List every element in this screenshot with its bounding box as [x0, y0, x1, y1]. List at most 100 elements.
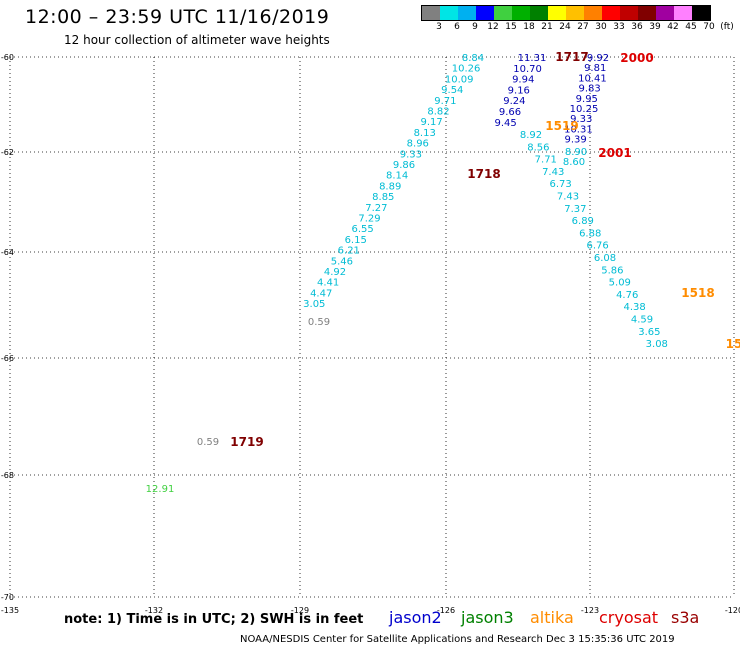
wave-height-value: 7.43 — [557, 192, 579, 203]
wave-height-value: 4.38 — [623, 302, 645, 313]
wave-height-value: 9.16 — [508, 85, 530, 96]
pass-time-label: 15 — [726, 337, 740, 351]
wave-height-value: 6.73 — [549, 179, 571, 190]
color-scale-label: 42 — [667, 22, 679, 32]
color-scale-label: 45 — [685, 22, 697, 32]
wave-height-value: 9.24 — [503, 96, 525, 107]
color-scale-label: 15 — [505, 22, 517, 32]
legend-altika: altika — [530, 608, 574, 627]
wave-height-value: 12.91 — [146, 484, 175, 495]
color-swatch — [422, 6, 440, 20]
wave-height-value: 9.45 — [494, 118, 516, 129]
wave-height-value: 9.71 — [434, 96, 456, 107]
color-swatch — [602, 6, 620, 20]
color-swatch — [584, 6, 602, 20]
color-scale-label: 27 — [577, 22, 589, 32]
color-scale-label: (ft) — [720, 22, 734, 32]
color-scale-label: 70 — [703, 22, 715, 32]
color-swatch — [566, 6, 584, 20]
pass-time-labels: 1717 2000 1519 2001 1718 1518 15 1719 — [230, 50, 740, 449]
legend-jason2: jason2 — [389, 608, 442, 627]
lon-label: -135 — [1, 606, 19, 615]
color-scale-label: 3 — [436, 22, 442, 32]
wave-height-value: 8.56 — [527, 142, 549, 153]
wave-height-value: 3.05 — [303, 299, 325, 310]
wave-height-value: 0.59 — [197, 437, 219, 448]
lat-label: -62 — [1, 148, 14, 157]
legend-jason3: jason3 — [461, 608, 514, 627]
lat-label: -70 — [1, 593, 14, 602]
wave-height-value: 5.86 — [601, 265, 623, 276]
legend-s3a: s3a — [671, 608, 700, 627]
wave-height-value: 5.09 — [609, 278, 631, 289]
color-scale-label: 30 — [595, 22, 607, 32]
wave-height-value: 7.71 — [535, 155, 557, 166]
pass-time-label: 2000 — [620, 51, 653, 65]
footer-note: note: 1) Time is in UTC; 2) SWH is in fe… — [64, 612, 364, 627]
lon-label: -129 — [291, 606, 309, 615]
wave-height-value: 6.21 — [338, 246, 360, 257]
color-swatch — [494, 6, 512, 20]
lon-label: -120 — [725, 606, 740, 615]
wave-height-value: 6.88 — [579, 228, 601, 239]
color-swatch — [440, 6, 458, 20]
color-scale-label: 6 — [454, 22, 460, 32]
wave-height-value: 9.66 — [499, 107, 521, 118]
wave-height-value: 4.92 — [324, 267, 346, 278]
wave-height-value: 8.13 — [414, 128, 436, 139]
wave-height-value: 3.08 — [646, 339, 668, 350]
wave-height-value: 9.39 — [564, 135, 586, 146]
map-subtitle: 12 hour collection of altimeter wave hei… — [64, 33, 330, 47]
lon-label: -132 — [145, 606, 163, 615]
wave-height-value: 0.59 — [308, 317, 330, 328]
axis-labels: -60 -62 -64 -66 -68 -70 -135 -132 -129 -126 -123 -1… — [1, 53, 740, 615]
color-swatch — [692, 6, 710, 20]
wave-height-value: 8.89 — [379, 181, 401, 192]
color-swatch — [512, 6, 530, 20]
wave-height-value: 8.82 — [427, 107, 449, 118]
wave-height-value: 9.33 — [400, 149, 422, 160]
pass-time-label: 1719 — [230, 435, 263, 449]
wave-height-value: 9.86 — [393, 160, 415, 171]
wave-height-value: 6.89 — [572, 216, 594, 227]
credit-line: NOAA/NESDIS Center for Satellite Applica… — [240, 634, 675, 645]
wave-height-value: 8.85 — [372, 192, 394, 203]
wave-height-value: 10.25 — [570, 104, 599, 115]
wave-height-value: 4.59 — [631, 315, 653, 326]
wave-height-value: 5.46 — [331, 256, 353, 267]
pass-time-label: 1717 — [555, 50, 588, 64]
wave-height-value: 8.92 — [520, 130, 542, 141]
wave-height-value: 10.26 — [452, 64, 481, 75]
color-swatch — [620, 6, 638, 20]
wave-height-value: 10.09 — [445, 74, 474, 85]
wave-height-value: 3.65 — [638, 327, 660, 338]
wave-height-value: 8.96 — [407, 139, 429, 150]
wave-height-value: 8.60 — [563, 157, 585, 168]
color-scale-label: 18 — [523, 22, 535, 32]
color-swatch — [476, 6, 494, 20]
wave-height-value: 4.47 — [310, 288, 332, 299]
lon-label: -126 — [437, 606, 455, 615]
wave-height-value: 9.33 — [570, 114, 592, 125]
lat-label: -68 — [1, 471, 14, 480]
wave-height-value: 7.43 — [542, 167, 564, 178]
wave-height-value: 7.29 — [358, 214, 380, 225]
wave-height-value: 8.90 — [565, 147, 587, 158]
pass-time-label: 2001 — [598, 146, 631, 160]
graticule — [9, 56, 735, 598]
wave-height-value: 9.54 — [441, 85, 463, 96]
wave-height-value: 9.92 — [587, 53, 609, 64]
legend-cryosat: cryosat — [599, 608, 659, 627]
pass-time-label: 1718 — [467, 167, 500, 181]
color-swatch — [548, 6, 566, 20]
wave-height-value: 10.31 — [564, 124, 593, 135]
wave-height-value: 4.76 — [616, 290, 638, 301]
color-swatch — [638, 6, 656, 20]
wave-height-value: 11.31 — [518, 53, 547, 64]
wave-height-value: 6.15 — [345, 235, 367, 246]
color-scale-label: 39 — [649, 22, 661, 32]
wave-height-value: 7.37 — [564, 204, 586, 215]
wave-height-value: 10.41 — [578, 73, 607, 84]
wave-height-tracks: 8.8410.2610.099.549.718.829.178.138.969.… — [146, 53, 668, 495]
